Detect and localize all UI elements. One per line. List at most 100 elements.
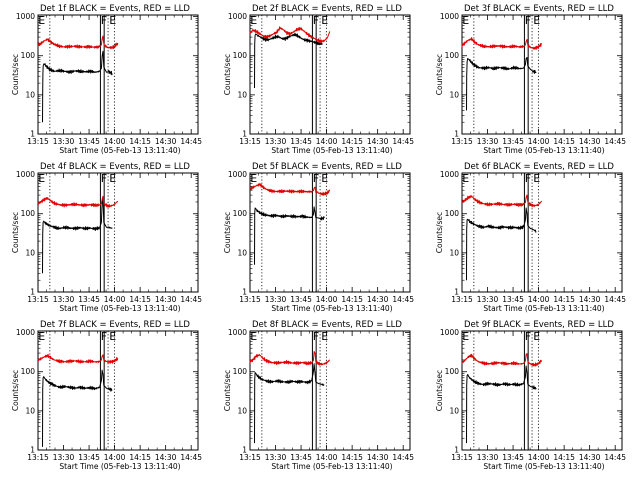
y-axis-label: Counts/sec (223, 370, 232, 411)
plot-frame (461, 172, 623, 293)
x-tick-label: 13:45 (78, 453, 100, 462)
y-tick-label: 1000 (440, 170, 459, 179)
plot-frame (37, 172, 199, 293)
series-line-lld (249, 26, 331, 43)
x-tick-label: 13:15 (239, 137, 261, 146)
plot-frame (461, 330, 623, 451)
chart-title: Det 4f BLACK = Events, RED = LLD (40, 162, 190, 172)
y-tick-label: 100 (233, 209, 248, 218)
y-tick-label: 1000 (16, 328, 35, 337)
y-tick-label: 1000 (16, 170, 35, 179)
interval-marker-label: F (101, 172, 107, 185)
x-tick-label: 14:30 (155, 295, 177, 304)
y-tick-label: 10 (25, 406, 35, 415)
y-tick-label: 1000 (440, 12, 459, 21)
x-tick-label: 13:30 (53, 295, 75, 304)
y-tick-label: 10 (237, 248, 247, 257)
x-tick-label: 13:15 (239, 295, 261, 304)
interval-marker-label: E (533, 330, 540, 343)
x-tick-label: 14:15 (553, 137, 575, 146)
series-line-events (466, 365, 537, 444)
y-tick-label: 1000 (16, 12, 35, 21)
x-tick-label: 14:00 (316, 295, 338, 304)
series-line-events (254, 32, 323, 89)
y-axis-label: Counts/sec (223, 54, 232, 95)
y-tick-label: 1000 (228, 328, 247, 337)
interval-marker-label: E (109, 330, 116, 343)
series-line-events (42, 198, 113, 274)
x-tick-label: 14:45 (180, 295, 202, 304)
x-tick-label: 14:45 (604, 295, 626, 304)
x-tick-label: 14:00 (528, 137, 550, 146)
x-tick-label: 14:30 (155, 453, 177, 462)
x-tick-label: 14:00 (316, 137, 338, 146)
chart-panel-6: Det 6f BLACK = Events, RED = LLD 1 10 100 10… (435, 162, 626, 313)
y-tick-label: 1 (454, 446, 459, 455)
chart-title: Det 6f BLACK = Events, RED = LLD (464, 162, 614, 172)
y-tick-label: 100 (445, 51, 460, 60)
x-tick-label: 14:45 (392, 453, 414, 462)
x-tick-label: 14:45 (604, 453, 626, 462)
y-tick-label: 1 (242, 130, 247, 139)
x-tick-label: 13:45 (290, 453, 312, 462)
x-tick-label: 14:15 (341, 137, 363, 146)
x-tick-label: 14:15 (553, 453, 575, 462)
x-axis-label: Start Time (05-Feb-13 13:11:40) (59, 462, 180, 471)
x-tick-label: 14:30 (155, 137, 177, 146)
x-tick-label: 14:15 (341, 453, 363, 462)
x-tick-label: 14:00 (104, 453, 126, 462)
y-axis-label: Counts/sec (11, 370, 20, 411)
x-tick-label: 14:30 (367, 137, 389, 146)
x-tick-label: 13:45 (78, 137, 100, 146)
chart-panel-1: Det 1f BLACK = Events, RED = LLD 1 10 100 10… (11, 4, 202, 155)
x-tick-label: 13:45 (78, 295, 100, 304)
plot-frame (249, 172, 411, 293)
x-tick-label: 13:30 (265, 137, 287, 146)
x-tick-label: 13:30 (265, 295, 287, 304)
x-axis-label: Start Time (05-Feb-13 13:11:40) (483, 462, 604, 471)
x-tick-label: 14:15 (129, 137, 151, 146)
chart-panel-8: Det 8f BLACK = Events, RED = LLD 1 10 100 10… (223, 320, 414, 471)
y-tick-label: 1 (242, 288, 247, 297)
y-tick-label: 100 (233, 51, 248, 60)
series-line-lld (461, 353, 543, 367)
y-tick-label: 1 (30, 130, 35, 139)
y-tick-label: 1000 (228, 12, 247, 21)
x-tick-label: 13:30 (477, 295, 499, 304)
series-line-lld (250, 183, 331, 196)
x-axis-label: Start Time (05-Feb-13 13:11:40) (483, 146, 604, 155)
series-line-events (466, 207, 537, 281)
x-tick-label: 13:30 (477, 453, 499, 462)
y-axis-label: Counts/sec (11, 212, 20, 253)
interval-marker-label: F (313, 172, 319, 185)
x-axis-label: Start Time (05-Feb-13 13:11:40) (59, 146, 180, 155)
x-tick-label: 14:30 (579, 453, 601, 462)
x-tick-label: 13:30 (53, 453, 75, 462)
x-tick-label: 13:45 (502, 295, 524, 304)
x-tick-label: 13:30 (53, 137, 75, 146)
plot-frame (37, 330, 199, 451)
interval-marker-label: F (525, 14, 531, 27)
chart-panel-3: Det 3f BLACK = Events, RED = LLD 1 10 100 10… (435, 4, 626, 155)
series-line-lld (37, 353, 119, 364)
x-tick-label: 13:45 (290, 295, 312, 304)
y-axis-label: Counts/sec (11, 54, 20, 95)
x-tick-label: 14:30 (579, 295, 601, 304)
y-tick-label: 10 (449, 406, 459, 415)
series-line-lld (461, 194, 543, 208)
chart-panel-7: Det 7f BLACK = Events, RED = LLD 1 10 100 10… (11, 320, 202, 471)
y-tick-label: 10 (25, 90, 35, 99)
y-tick-label: 10 (449, 90, 459, 99)
interval-marker-label: E (38, 14, 45, 27)
y-tick-label: 1 (242, 446, 247, 455)
x-tick-label: 14:45 (180, 137, 202, 146)
chart-title: Det 5f BLACK = Events, RED = LLD (252, 162, 402, 172)
chart-panel-2: Det 2f BLACK = Events, RED = LLD 1 10 100 10… (223, 4, 414, 155)
x-tick-label: 14:30 (367, 295, 389, 304)
x-tick-label: 13:15 (239, 453, 261, 462)
interval-marker-label: E (38, 330, 45, 343)
plot-frame (37, 14, 199, 135)
x-tick-label: 14:00 (104, 295, 126, 304)
x-tick-label: 14:00 (104, 137, 126, 146)
